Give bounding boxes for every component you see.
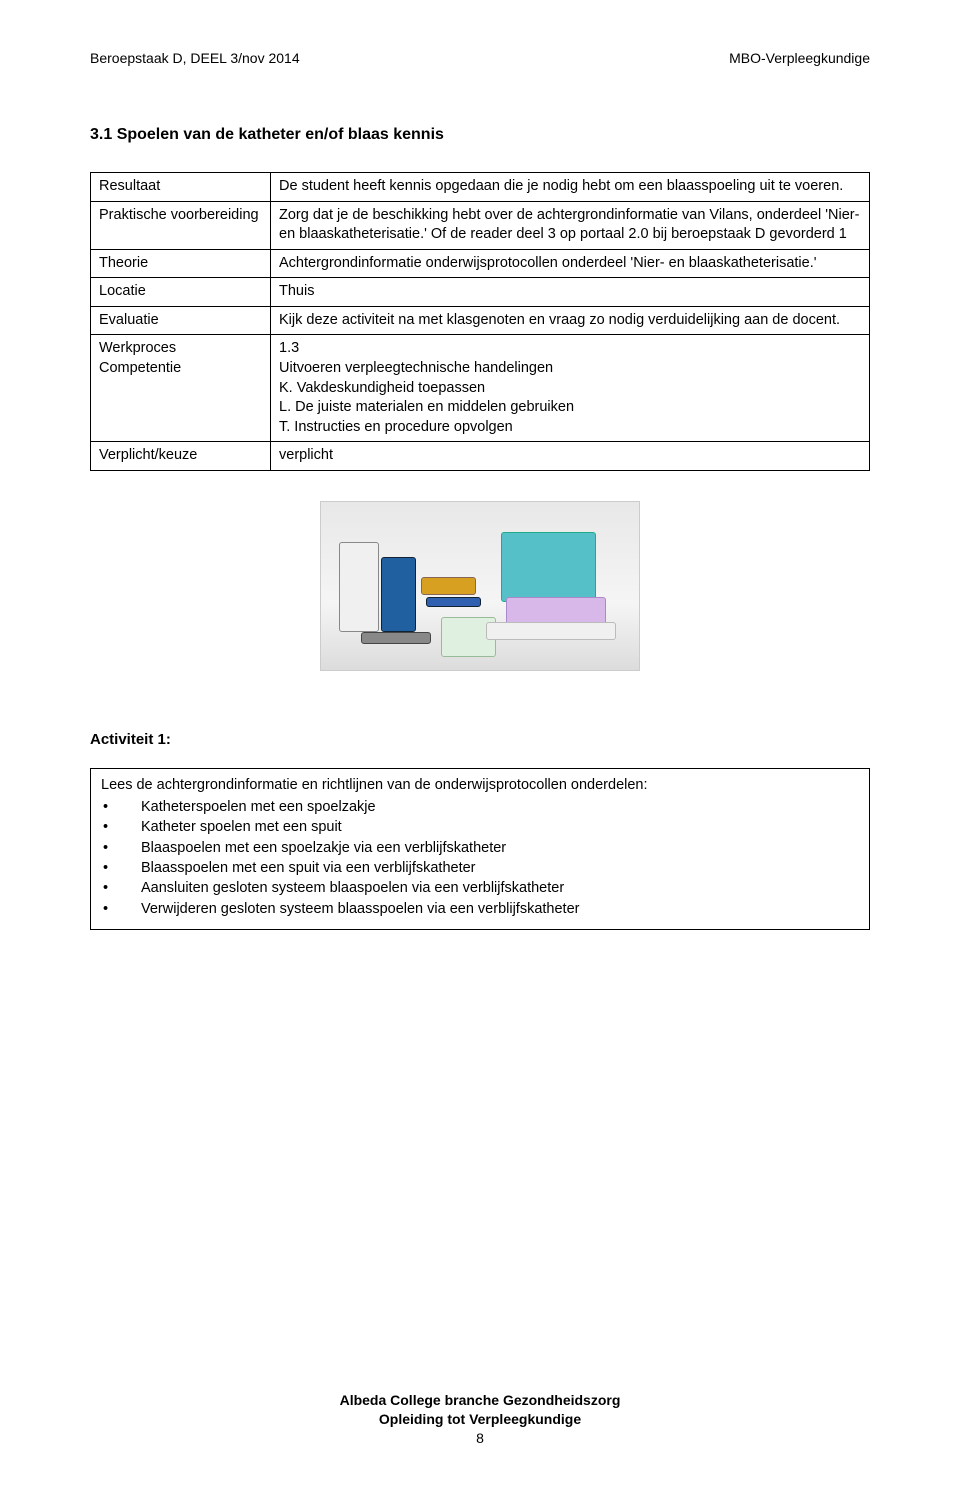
table-row-value: De student heeft kennis opgedaan die je … — [271, 173, 870, 202]
activity-list-item: Aansluiten gesloten systeem blaaspoelen … — [101, 878, 859, 898]
table-row-label: Verplicht/keuze — [91, 442, 271, 471]
footer-page-number: 8 — [0, 1429, 960, 1448]
section-title: 3.1 Spoelen van de katheter en/of blaas … — [90, 126, 870, 144]
supply-shape — [486, 622, 616, 640]
table-row-value: 1.3 Uitvoeren verpleegtechnische handeli… — [271, 335, 870, 442]
activity-list: Katheterspoelen met een spoelzakjeKathet… — [101, 797, 859, 919]
activity-title: Activiteit 1: — [90, 731, 870, 748]
footer-line1: Albeda College branche Gezondheidszorg — [0, 1391, 960, 1410]
table-row-label: Evaluatie — [91, 306, 271, 335]
supply-shape — [361, 632, 431, 644]
table-row-label: Werkproces Competentie — [91, 335, 271, 442]
supplies-image — [320, 501, 640, 671]
activity-list-item: Blaaspoelen met een spoelzakje via een v… — [101, 838, 859, 858]
supply-shape — [421, 577, 476, 595]
activity-list-item: Katheter spoelen met een spuit — [101, 817, 859, 837]
table-row-label: Theorie — [91, 249, 271, 278]
table-row-value: Achtergrondinformatie onderwijsprotocoll… — [271, 249, 870, 278]
table-row-label: Resultaat — [91, 173, 271, 202]
info-table: ResultaatDe student heeft kennis opgedaa… — [90, 172, 870, 471]
page-header: Beroepstaak D, DEEL 3/nov 2014 MBO-Verpl… — [90, 50, 870, 66]
page-footer: Albeda College branche Gezondheidszorg O… — [0, 1391, 960, 1448]
table-row: Werkproces Competentie1.3 Uitvoeren verp… — [91, 335, 870, 442]
table-row-value: verplicht — [271, 442, 870, 471]
activity-intro: Lees de achtergrondinformatie en richtli… — [101, 775, 859, 795]
table-row-label: Locatie — [91, 278, 271, 307]
header-left: Beroepstaak D, DEEL 3/nov 2014 — [90, 50, 300, 66]
table-row: EvaluatieKijk deze activiteit na met kla… — [91, 306, 870, 335]
table-row: Praktische voorbereidingZorg dat je de b… — [91, 201, 870, 249]
page: Beroepstaak D, DEEL 3/nov 2014 MBO-Verpl… — [0, 0, 960, 1488]
table-row-value: Zorg dat je de beschikking hebt over de … — [271, 201, 870, 249]
activity-list-item: Verwijderen gesloten systeem blaasspoele… — [101, 899, 859, 919]
table-row-label: Praktische voorbereiding — [91, 201, 271, 249]
table-row-value: Kijk deze activiteit na met klasgenoten … — [271, 306, 870, 335]
table-row: LocatieThuis — [91, 278, 870, 307]
supply-shape — [381, 557, 416, 632]
activity-list-item: Blaasspoelen met een spuit via een verbl… — [101, 858, 859, 878]
table-row: TheorieAchtergrondinformatie onderwijspr… — [91, 249, 870, 278]
table-row: ResultaatDe student heeft kennis opgedaa… — [91, 173, 870, 202]
table-row-value: Thuis — [271, 278, 870, 307]
activity-box: Lees de achtergrondinformatie en richtli… — [90, 768, 870, 930]
header-right: MBO-Verpleegkundige — [729, 50, 870, 66]
supply-shape — [501, 532, 596, 602]
supply-shape — [339, 542, 379, 632]
table-row: Verplicht/keuzeverplicht — [91, 442, 870, 471]
supply-shape — [426, 597, 481, 607]
footer-line2: Opleiding tot Verpleegkundige — [0, 1410, 960, 1429]
activity-list-item: Katheterspoelen met een spoelzakje — [101, 797, 859, 817]
